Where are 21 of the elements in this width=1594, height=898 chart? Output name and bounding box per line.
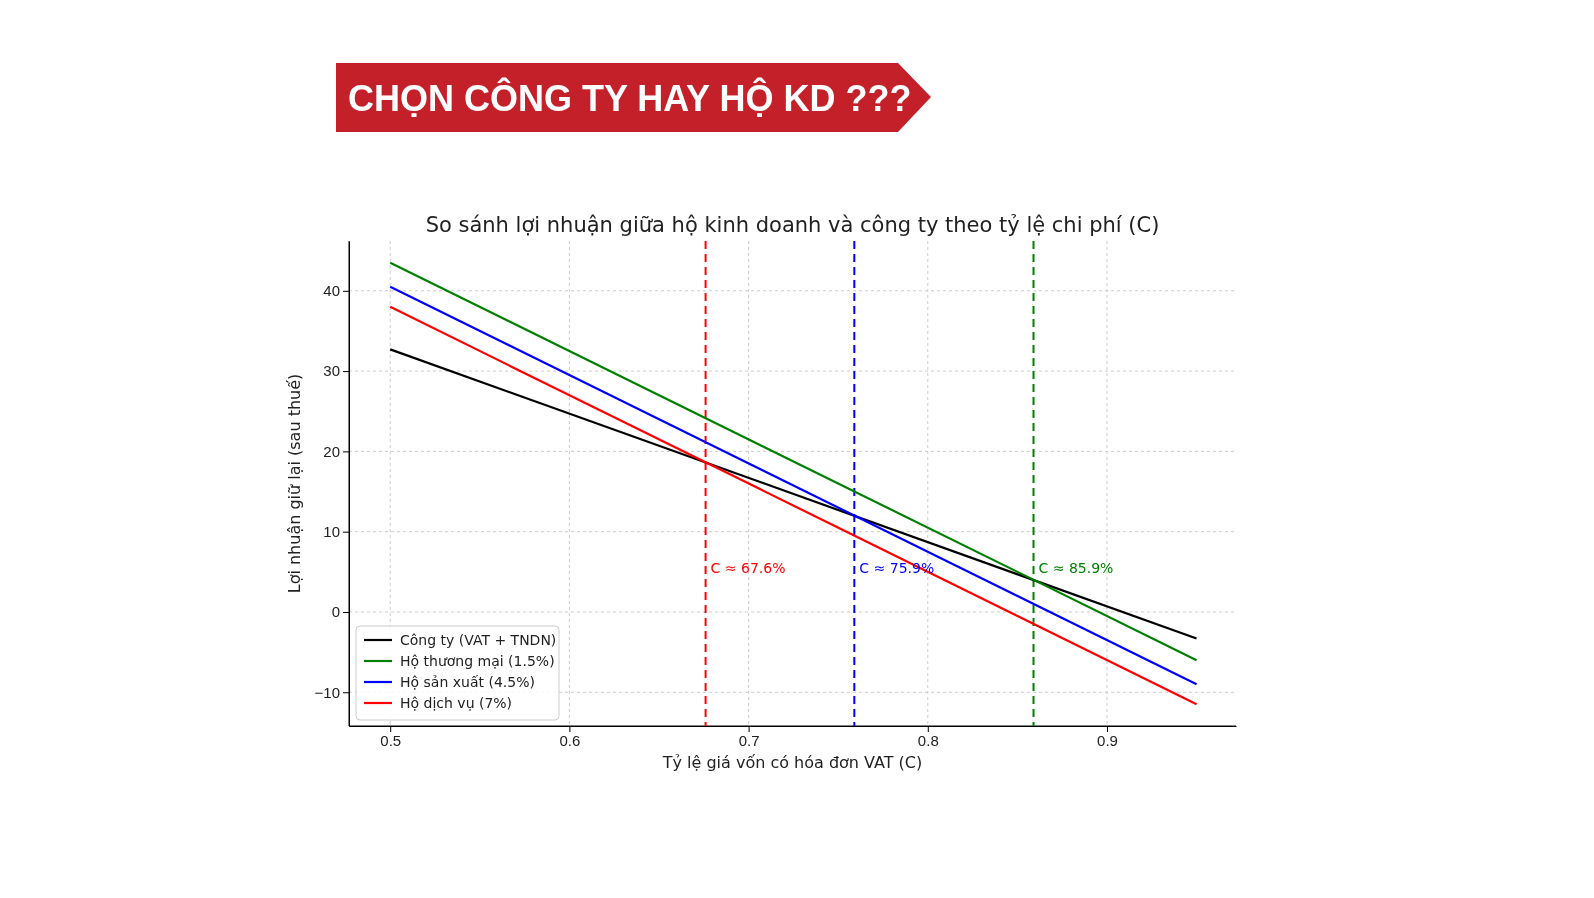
y-tick-label: 20 xyxy=(323,442,340,460)
y-tick-label: 30 xyxy=(323,362,340,380)
x-tick-label: 0.7 xyxy=(738,731,760,749)
y-tick-label: 0 xyxy=(331,603,340,621)
x-tick-label: 0.8 xyxy=(917,731,939,749)
y-tick-label: 10 xyxy=(323,522,340,540)
x-tick-label: 0.5 xyxy=(380,731,402,749)
ref-line-label: C ≈ 67.6% xyxy=(710,559,786,576)
legend-label: Hộ dịch vụ (7%) xyxy=(400,695,513,711)
chart-subtitle: So sánh lợi nhuận giữa hộ kinh doanh và công ty theo tỷ lệ chi phí (C) xyxy=(425,213,1160,237)
x-tick-label: 0.9 xyxy=(1097,731,1118,749)
y-axis-title: Lợi nhuận giữ lại (sau thuế) xyxy=(285,373,304,594)
chart-title: CHỌN CÔNG TY HAY HỘ KD ??? xyxy=(348,77,912,119)
legend-label: Hộ thương mại (1.5%) xyxy=(400,653,555,669)
legend-label: Hộ sản xuất (4.5%) xyxy=(400,674,535,690)
x-axis-title: Tỷ lệ giá vốn có hóa đơn VAT (C) xyxy=(661,753,923,772)
x-tick-label: 0.6 xyxy=(559,731,581,749)
legend-label: Công ty (VAT + TNDN) xyxy=(400,632,557,648)
y-tick-label: 40 xyxy=(323,282,340,300)
ref-line-label: C ≈ 85.9% xyxy=(1038,559,1114,576)
y-tick-label: −10 xyxy=(314,683,340,701)
